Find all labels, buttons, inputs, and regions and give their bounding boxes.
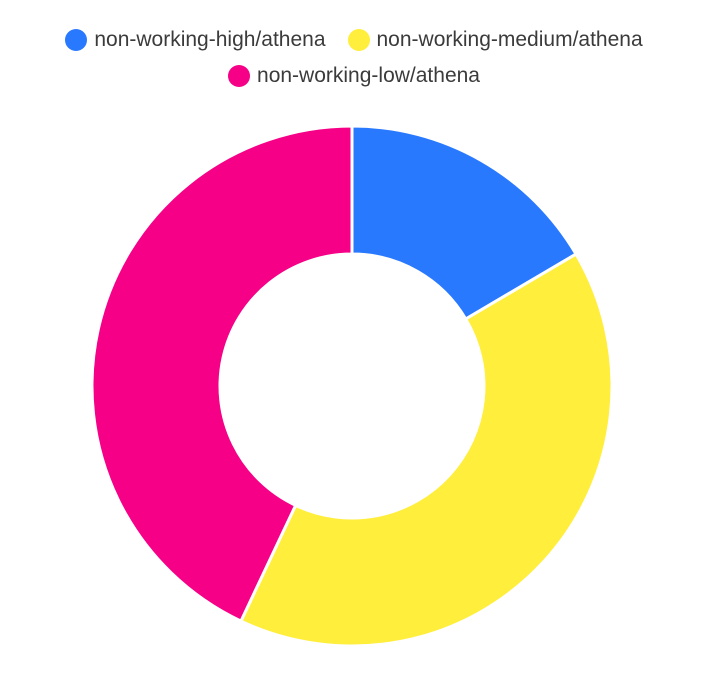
- chart-legend: non-working-high/athena non-working-medi…: [0, 22, 708, 94]
- legend-label-low: non-working-low/athena: [257, 64, 480, 87]
- legend-label-medium: non-working-medium/athena: [376, 28, 643, 51]
- legend-item-low[interactable]: non-working-low/athena: [228, 64, 480, 88]
- legend-swatch-high: [65, 29, 88, 51]
- legend-item-high[interactable]: non-working-high/athena: [65, 28, 326, 52]
- legend-swatch-medium: [347, 29, 370, 51]
- legend-label-high: non-working-high/athena: [94, 28, 326, 51]
- donut-slice-medium[interactable]: [238, 252, 614, 648]
- donut-slice-low[interactable]: [90, 124, 354, 624]
- donut-slice-high[interactable]: [350, 124, 579, 322]
- legend-row-1: non-working-high/athena non-working-medi…: [0, 22, 708, 58]
- legend-swatch-low: [228, 65, 251, 87]
- legend-item-medium[interactable]: non-working-medium/athena: [347, 28, 643, 52]
- legend-row-2: non-working-low/athena: [0, 58, 708, 94]
